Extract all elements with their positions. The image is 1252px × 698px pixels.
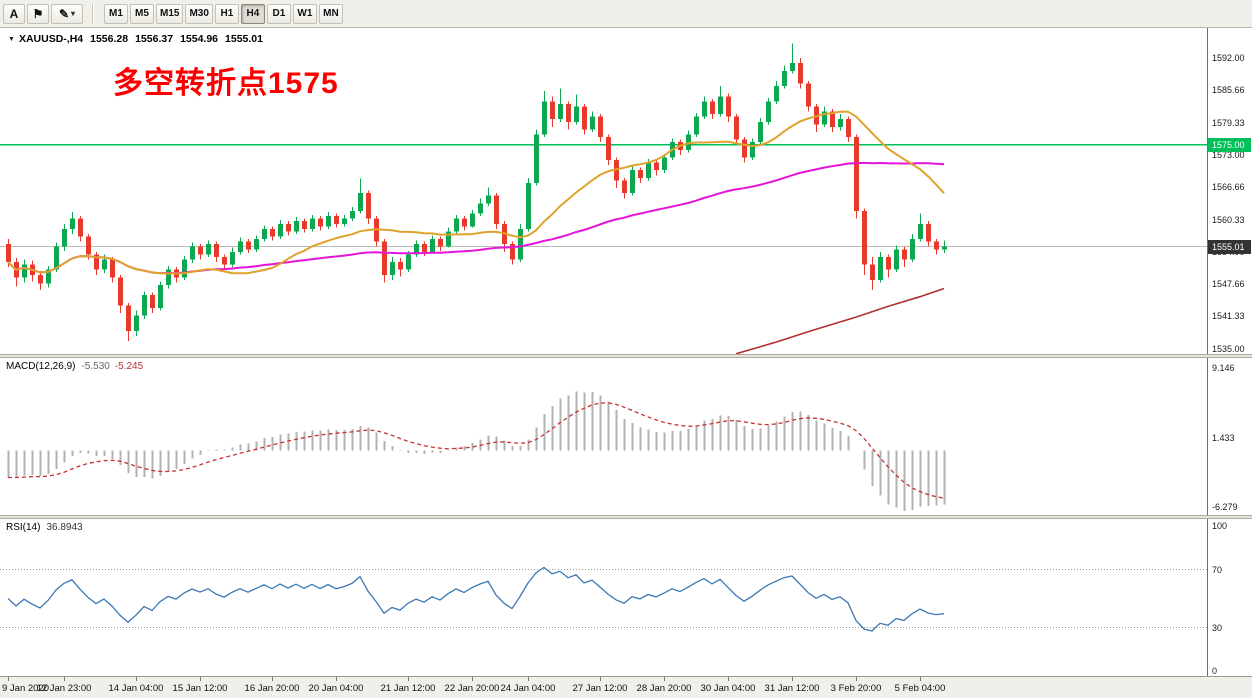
rsi-name: RSI(14)	[6, 522, 41, 533]
timeframe-m15-button[interactable]: M15	[156, 4, 184, 24]
text-label-tool-button[interactable]: A	[3, 3, 25, 24]
rsi-axis-label: 30	[1212, 622, 1223, 633]
time-axis-tick	[64, 677, 65, 681]
pencil-icon: ✎	[58, 6, 70, 21]
macd-label-line: MACD(12,26,9) -5.530 -5.245	[6, 361, 143, 372]
time-axis-tick	[856, 677, 857, 681]
current-price-tag: 1555.01	[1208, 239, 1251, 254]
main-chart-canvas[interactable]	[0, 28, 1207, 354]
macd-name: MACD(12,26,9)	[6, 361, 76, 372]
macd-axis-label: 1.433	[1212, 432, 1235, 443]
time-axis-tick	[792, 677, 793, 681]
panel-separator[interactable]	[0, 515, 1252, 519]
time-axis-tick	[472, 677, 473, 681]
time-axis-tick	[600, 677, 601, 681]
rsi-axis-label: 70	[1212, 564, 1223, 575]
chart-annotation-text[interactable]: 多空转折点1575	[113, 67, 339, 100]
price-axis-label: 1547.66	[1212, 279, 1245, 290]
price-axis-label: 1566.66	[1212, 182, 1245, 193]
drawing-tools-dropdown-button[interactable]: ✎ ▾	[51, 3, 83, 24]
time-axis-tick	[8, 677, 9, 681]
rsi-label-line: RSI(14) 36.8943	[6, 522, 83, 533]
time-axis-tick	[200, 677, 201, 681]
time-axis-tick	[664, 677, 665, 681]
time-axis-label: 14 Jan 04:00	[108, 683, 164, 694]
time-axis-tick	[528, 677, 529, 681]
time-axis-label: 3 Feb 20:00	[830, 683, 882, 694]
macd-panel-canvas[interactable]	[0, 358, 1207, 515]
price-axis-label: 1541.33	[1212, 311, 1245, 322]
rsi-panel-canvas[interactable]	[0, 519, 1207, 676]
time-axis-label: 5 Feb 04:00	[894, 683, 946, 694]
flag-icon: ⚑	[32, 6, 44, 21]
time-axis-label: 22 Jan 20:00	[444, 683, 500, 694]
time-axis-label: 12 Jan 23:00	[36, 683, 92, 694]
macd-axis-label: -6.279	[1212, 502, 1238, 512]
open-value: 1556.28	[90, 33, 129, 45]
time-axis-label: 15 Jan 12:00	[172, 683, 228, 694]
rsi-value: 36.8943	[46, 522, 83, 533]
panel-separator[interactable]	[0, 354, 1252, 358]
time-axis-label: 16 Jan 20:00	[244, 683, 300, 694]
ohlc-info-line: ▼ XAUUSD-,H4 1556.28 1556.37 1554.96 1555.01	[8, 33, 263, 45]
timeframe-toolbar: M1 M5 M15 M30 H1 H4 D1 W1 MN	[103, 3, 344, 24]
toolbar: A ⚑ ✎ ▾ M1 M5 M15 M30 H1 H4 D1 W1 MN	[0, 0, 1252, 28]
price-axis-label: 1573.00	[1212, 149, 1245, 160]
time-axis-label: 20 Jan 04:00	[308, 683, 364, 694]
time-axis-label: 31 Jan 12:00	[764, 683, 820, 694]
close-value: 1555.01	[225, 33, 263, 45]
flag-tool-button[interactable]: ⚑	[27, 3, 49, 24]
timeframe-h4-button[interactable]: H4	[240, 4, 265, 24]
time-axis-label: 9 Jan 2020	[2, 683, 50, 694]
time-axis-tick	[408, 677, 409, 681]
hline-price-tag: 1575.00	[1208, 137, 1251, 152]
macd-main-value: -5.530	[81, 361, 110, 372]
timeframe-w1-button[interactable]: W1	[292, 4, 317, 24]
price-axis-label: 1585.66	[1212, 85, 1245, 96]
timeframe-h1-button[interactable]: H1	[214, 4, 239, 24]
toolbar-separator	[92, 3, 94, 24]
timeframe-m1-button[interactable]: M1	[104, 4, 128, 24]
price-axis-label: 1592.00	[1212, 53, 1245, 63]
timeframe-m30-button[interactable]: M30	[185, 4, 213, 24]
rsi-axis-label: 0	[1212, 666, 1218, 676]
price-axis-label: 1560.33	[1212, 214, 1245, 225]
time-axis-label: 27 Jan 12:00	[572, 683, 628, 694]
low-value: 1554.96	[180, 33, 219, 45]
time-axis-tick	[136, 677, 137, 681]
time-axis-tick	[336, 677, 337, 681]
time-axis-tick	[920, 677, 921, 681]
time-axis-tick	[728, 677, 729, 681]
high-value: 1556.37	[135, 33, 174, 45]
time-axis-tick	[272, 677, 273, 681]
time-axis-label: 21 Jan 12:00	[380, 683, 436, 694]
timeframe-m5-button[interactable]: M5	[130, 4, 154, 24]
price-axis-label: 1535.00	[1212, 343, 1245, 354]
macd-axis-label: 9.146	[1212, 363, 1235, 373]
macd-signal-value: -5.245	[114, 361, 144, 372]
timeframe-d1-button[interactable]: D1	[266, 4, 291, 24]
price-axis[interactable]: 1575.00 1555.01 1592.00 1585.66 1579.33 157…	[1207, 28, 1252, 676]
chevron-down-icon: ▾	[71, 9, 76, 18]
rsi-axis-label: 100	[1212, 521, 1228, 531]
time-axis-label: 30 Jan 04:00	[700, 683, 756, 694]
timeframe-mn-button[interactable]: MN	[318, 4, 343, 24]
time-axis-label: 24 Jan 04:00	[500, 683, 556, 694]
time-axis[interactable]: 9 Jan 2020 12 Jan 23:00 14 Jan 04:00 15 Jan…	[0, 676, 1252, 698]
time-axis-label: 28 Jan 20:00	[636, 683, 692, 694]
price-axis-label: 1579.33	[1212, 117, 1245, 128]
symbol-period-label: XAUUSD-,H4	[18, 33, 84, 45]
chart-marker-icon: ▼	[8, 36, 15, 43]
